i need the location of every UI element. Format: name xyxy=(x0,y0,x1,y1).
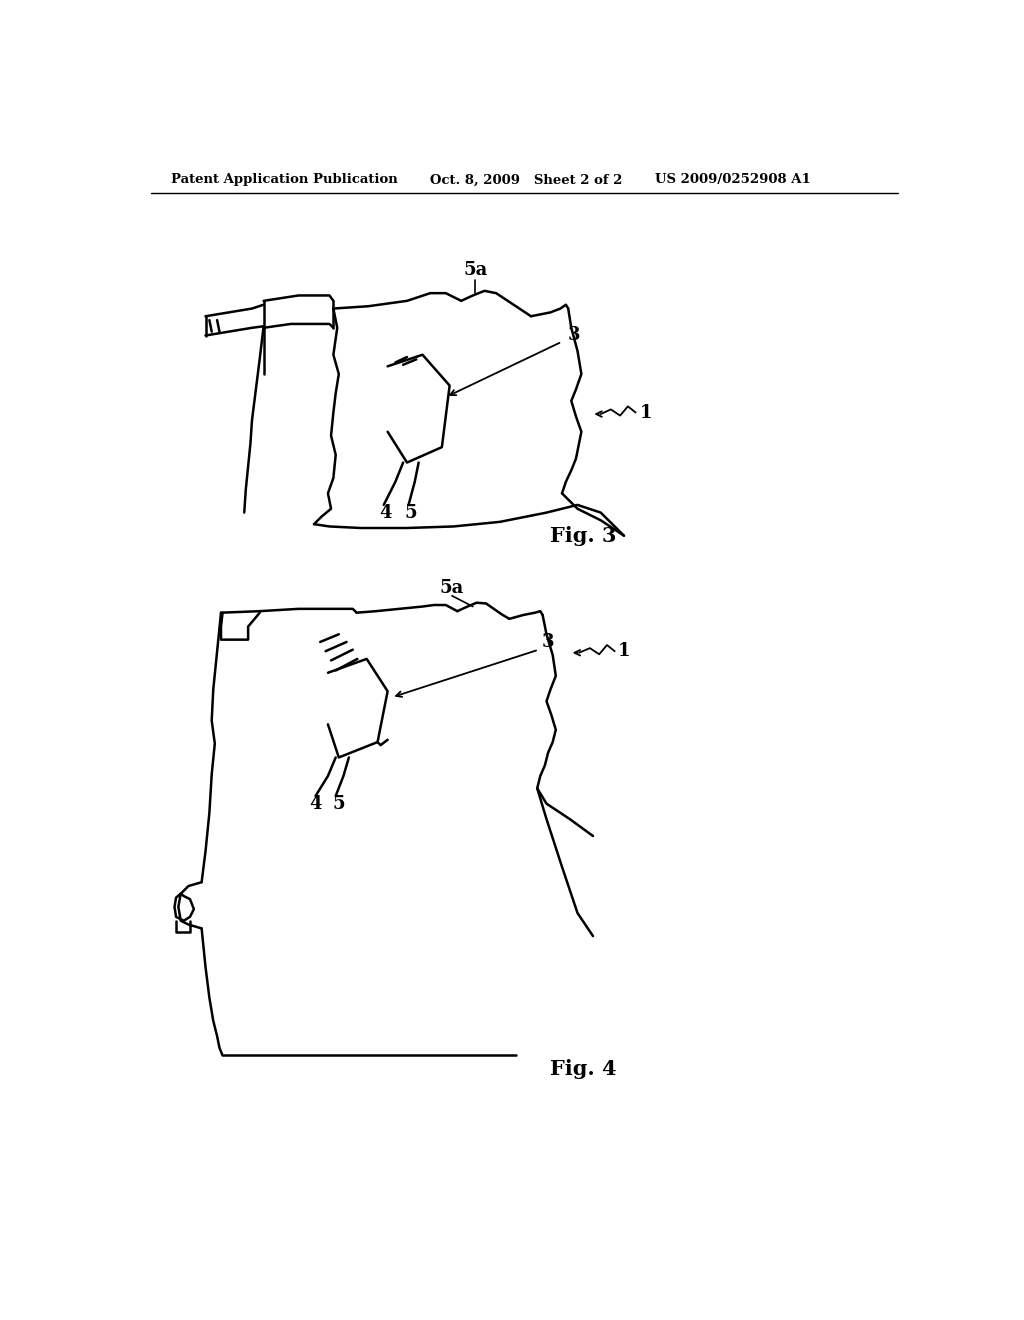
Text: 3: 3 xyxy=(567,326,580,345)
Text: Patent Application Publication: Patent Application Publication xyxy=(171,173,397,186)
Text: 1: 1 xyxy=(617,643,630,660)
Text: Fig. 4: Fig. 4 xyxy=(550,1059,617,1078)
Text: Oct. 8, 2009   Sheet 2 of 2: Oct. 8, 2009 Sheet 2 of 2 xyxy=(430,173,623,186)
Text: 5: 5 xyxy=(333,795,345,813)
Text: 3: 3 xyxy=(542,634,554,651)
Text: 5: 5 xyxy=(404,504,417,521)
Text: US 2009/0252908 A1: US 2009/0252908 A1 xyxy=(655,173,811,186)
Text: 1: 1 xyxy=(639,404,652,421)
Text: 5a: 5a xyxy=(440,579,464,597)
Text: Fig. 3: Fig. 3 xyxy=(551,525,616,545)
Text: 4: 4 xyxy=(309,795,322,813)
Text: 4: 4 xyxy=(379,504,391,521)
Text: 5a: 5a xyxy=(463,261,487,279)
